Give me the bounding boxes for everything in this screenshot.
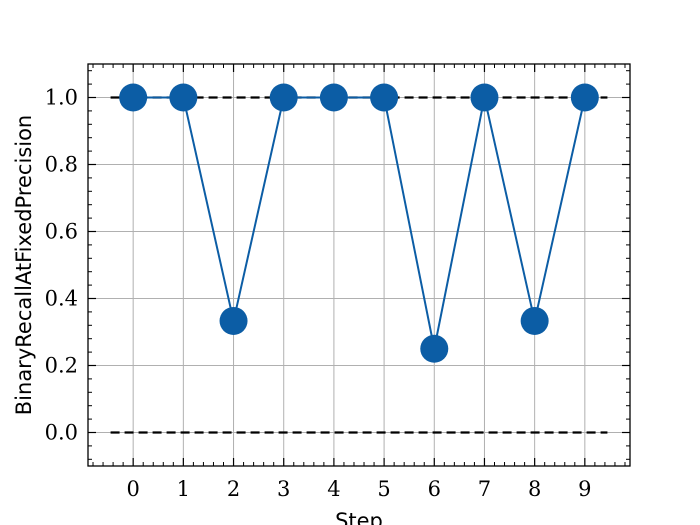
x-tick-label: 4 xyxy=(327,477,340,501)
data-point xyxy=(269,83,298,112)
data-point xyxy=(470,83,499,112)
y-tick-label: 0.6 xyxy=(45,220,78,244)
x-tick-label: 8 xyxy=(528,477,541,501)
x-tick-label: 3 xyxy=(277,477,290,501)
y-tick-label: 0.8 xyxy=(45,153,78,177)
y-tick-labels: 0.0 0.2 0.4 0.6 0.8 1.0 xyxy=(45,86,78,445)
x-axis-label: Step xyxy=(335,509,383,525)
x-tick-label: 9 xyxy=(578,477,591,501)
y-tick-label: 0.4 xyxy=(45,287,78,311)
data-point xyxy=(420,334,449,363)
x-tick-label: 6 xyxy=(428,477,441,501)
x-tick-labels: 0 1 2 3 4 5 6 7 8 9 xyxy=(126,477,591,501)
plot-frame xyxy=(87,63,631,467)
x-tick-label: 2 xyxy=(227,477,240,501)
y-axis-label: BinaryRecallAtFixedPrecision xyxy=(12,115,36,415)
data-point xyxy=(319,83,348,112)
grid-lines xyxy=(88,64,630,466)
data-point xyxy=(520,306,549,335)
data-point xyxy=(219,306,248,335)
series-line xyxy=(133,96,586,349)
x-tick-label: 7 xyxy=(478,477,491,501)
data-point xyxy=(119,83,148,112)
x-tick-label: 5 xyxy=(377,477,390,501)
x-tick-label: 0 xyxy=(126,477,139,501)
axis-ticks xyxy=(88,64,630,466)
y-tick-label: 0.0 xyxy=(45,421,78,445)
series-layer xyxy=(119,83,599,363)
y-tick-label: 0.2 xyxy=(45,354,78,378)
data-point xyxy=(169,83,198,112)
y-tick-label: 1.0 xyxy=(45,86,78,110)
data-point xyxy=(370,83,399,112)
x-tick-label: 1 xyxy=(177,477,190,501)
reference-lines xyxy=(110,96,608,434)
data-point xyxy=(570,83,599,112)
